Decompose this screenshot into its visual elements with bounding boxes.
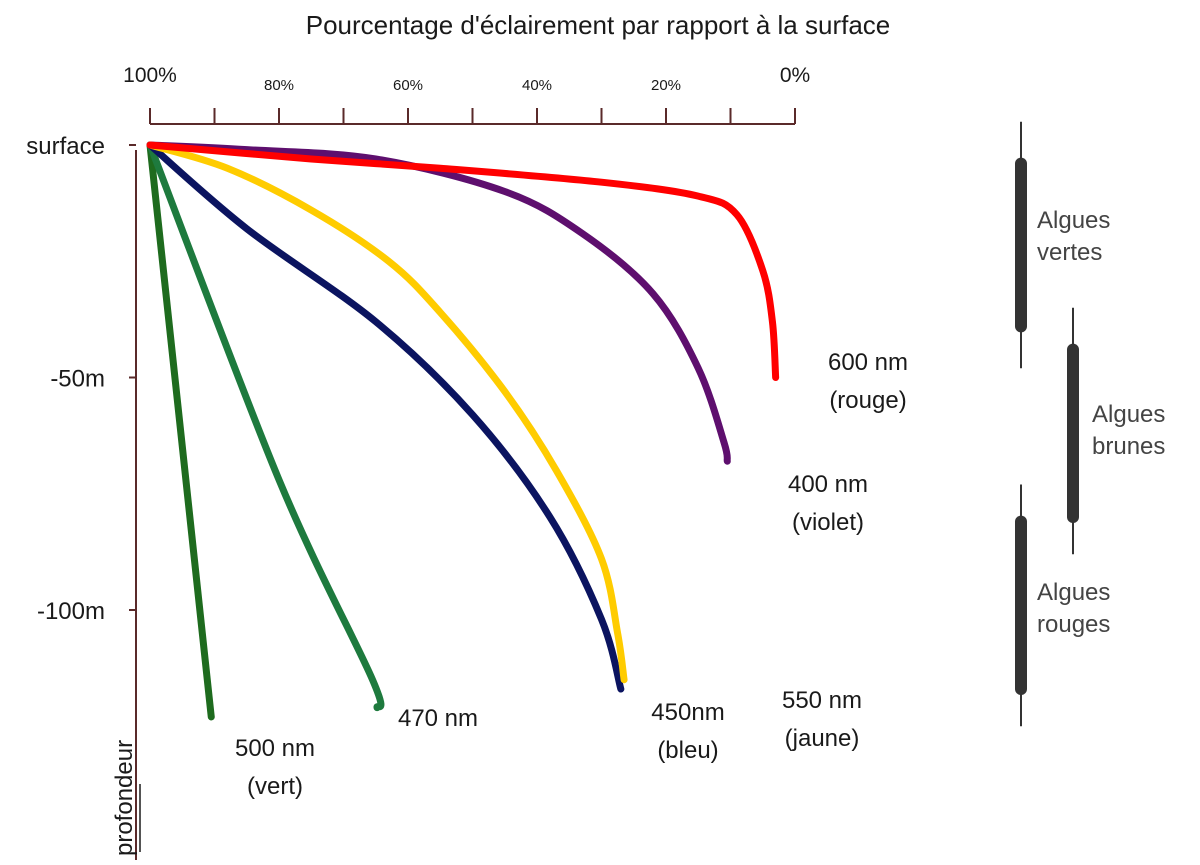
y-axis: surface -50m -100m <box>26 133 141 860</box>
series-label: 450nm (bleu) <box>651 699 724 764</box>
algae-label: Algues rouges <box>1037 579 1110 638</box>
series-label: 400 nm (violet) <box>788 471 868 536</box>
series-line-470nm <box>146 141 385 712</box>
x-tick-label: 100% <box>123 64 177 87</box>
y-tick-label: -50m <box>50 366 105 393</box>
x-tick-label: 60% <box>393 77 423 94</box>
series-label: 550 nm (jaune) <box>782 687 862 752</box>
x-tick-label: 40% <box>522 77 552 94</box>
series-line-500nm <box>146 141 215 721</box>
series-group: 500 nm (vert) 470 nm 450nm (bleu) 550 nm (jaun… <box>146 141 908 800</box>
chart-title: Pourcentage d'éclairement par rapport à … <box>306 10 891 40</box>
x-axis: 100% 80% 60% 40% 20% 0% <box>123 64 810 125</box>
series-line-600nm <box>146 141 780 381</box>
algae-label: Algues vertes <box>1037 207 1110 266</box>
series-label: 470 nm <box>398 705 478 732</box>
x-tick-label: 80% <box>264 77 294 94</box>
y-tick-label: surface <box>26 133 105 160</box>
y-axis-title: profondeur <box>111 740 138 856</box>
x-tick-label: 20% <box>651 77 681 94</box>
series-label: 600 nm (rouge) <box>828 349 908 414</box>
series-label: 500 nm (vert) <box>235 735 315 800</box>
series-line-450nm <box>146 141 625 693</box>
series-line-550nm <box>146 141 628 684</box>
series-line-400nm <box>146 141 731 465</box>
algae-label: Algues brunes <box>1092 401 1165 460</box>
x-tick-label: 0% <box>780 64 810 87</box>
y-tick-label: -100m <box>37 598 105 625</box>
algae-annotations: Algues vertes Algues brunes Algues rouges <box>1015 121 1165 727</box>
